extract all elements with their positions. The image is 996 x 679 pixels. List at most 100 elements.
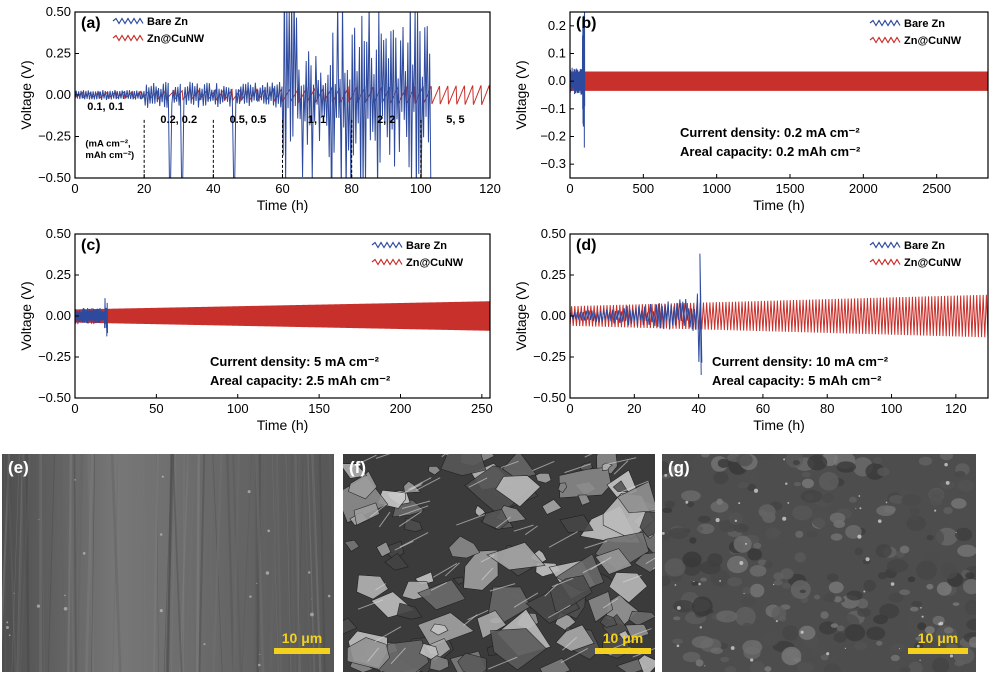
y-tick-label: −0.50 bbox=[38, 170, 71, 185]
texture-crystal bbox=[429, 653, 450, 672]
texture-grain bbox=[907, 576, 916, 583]
texture-speck bbox=[775, 620, 778, 623]
texture-streak bbox=[195, 454, 201, 672]
texture-crystal bbox=[440, 454, 487, 477]
texture-crystal bbox=[587, 591, 614, 623]
texture-grain bbox=[954, 527, 973, 542]
texture-speck bbox=[308, 571, 311, 574]
texture-grain bbox=[691, 581, 699, 586]
y-tick-label: −0.25 bbox=[38, 349, 71, 364]
y-tick-label: 0.50 bbox=[46, 226, 71, 241]
texture-grain bbox=[737, 482, 750, 489]
texture-grain bbox=[917, 622, 927, 631]
texture-streak bbox=[212, 454, 223, 672]
texture-grain bbox=[750, 661, 766, 672]
texture-grain bbox=[717, 458, 730, 468]
texture-speck bbox=[955, 531, 957, 534]
texture-flake bbox=[397, 484, 422, 496]
legend-swatch bbox=[112, 17, 144, 25]
texture-speck bbox=[783, 458, 786, 461]
texture-speck bbox=[327, 594, 331, 598]
texture-streak bbox=[297, 454, 304, 672]
texture-speck bbox=[877, 519, 882, 523]
texture-flake bbox=[378, 511, 391, 528]
texture-speck bbox=[685, 500, 689, 504]
texture-grain bbox=[792, 460, 800, 466]
segment-label: 2, 2 bbox=[377, 114, 395, 126]
series-line-bare-zn bbox=[75, 12, 432, 178]
texture-grain bbox=[795, 530, 804, 538]
texture-streak bbox=[165, 454, 175, 672]
texture-streak bbox=[328, 454, 334, 571]
panel-label-g: (g) bbox=[668, 458, 690, 477]
annotation-text: Areal capacity: 0.2 mAh cm⁻² bbox=[680, 144, 861, 159]
legend-label: Zn@CuNW bbox=[147, 33, 205, 45]
texture-grain bbox=[773, 572, 784, 581]
texture-speck bbox=[267, 529, 271, 533]
texture-grain bbox=[724, 666, 737, 672]
texture-grain bbox=[888, 592, 904, 603]
texture-grain bbox=[805, 530, 818, 538]
texture-speck bbox=[256, 582, 258, 584]
texture-grain bbox=[909, 515, 919, 521]
texture-crystal bbox=[419, 643, 439, 660]
texture-speck bbox=[265, 571, 270, 575]
texture-grain bbox=[664, 500, 675, 509]
texture-streak bbox=[91, 454, 96, 672]
texture-flake bbox=[410, 482, 423, 490]
texture-crystal bbox=[555, 624, 595, 652]
texture-streak bbox=[287, 454, 297, 672]
legend-label: Bare Zn bbox=[904, 240, 945, 252]
texture-grain bbox=[742, 639, 763, 655]
texture-grain bbox=[662, 575, 671, 587]
texture-streak bbox=[60, 454, 66, 672]
texture-grain bbox=[883, 505, 896, 514]
texture-flake bbox=[489, 583, 516, 592]
texture-crystal bbox=[404, 517, 423, 532]
y-tick-label: −0.25 bbox=[38, 129, 71, 144]
texture-flake bbox=[394, 540, 414, 551]
x-tick-label: 80 bbox=[820, 401, 834, 416]
series-line-zn-cunw bbox=[75, 301, 490, 331]
texture-grain bbox=[716, 610, 738, 623]
texture-crystal bbox=[624, 623, 650, 640]
y-axis-label: Voltage (V) bbox=[513, 60, 529, 129]
texture-speck bbox=[693, 580, 695, 583]
texture-flake bbox=[584, 454, 593, 458]
sem-panel-e: (e) 10 μm bbox=[2, 454, 334, 672]
texture-streak bbox=[307, 454, 315, 672]
texture-crystal bbox=[343, 463, 368, 479]
x-axis-label: Time (h) bbox=[753, 197, 805, 213]
texture-grain bbox=[727, 577, 743, 587]
series-line-bare-zn bbox=[75, 298, 109, 337]
texture-grain bbox=[713, 471, 729, 485]
texture-grain bbox=[844, 624, 866, 642]
scalebar-bar-g bbox=[908, 648, 968, 654]
texture-grain bbox=[922, 550, 941, 564]
texture-streak bbox=[312, 454, 319, 672]
texture-flake bbox=[415, 477, 441, 491]
texture-flake bbox=[432, 562, 458, 578]
texture-streak bbox=[255, 454, 265, 672]
texture-grain bbox=[908, 661, 923, 672]
x-axis-label: Time (h) bbox=[257, 417, 309, 433]
texture-flake bbox=[562, 636, 578, 651]
x-tick-label: 120 bbox=[945, 401, 967, 416]
texture-speck bbox=[865, 557, 870, 562]
texture-flake bbox=[357, 599, 384, 610]
texture-flake bbox=[401, 500, 431, 509]
texture-speck bbox=[161, 475, 164, 478]
texture-grain bbox=[758, 504, 776, 519]
plot-area bbox=[570, 253, 988, 376]
x-tick-label: 200 bbox=[390, 401, 412, 416]
legend-label: Zn@CuNW bbox=[406, 257, 464, 269]
texture-speck bbox=[738, 502, 741, 505]
texture-crystal bbox=[476, 610, 507, 639]
texture-flake bbox=[584, 540, 608, 549]
texture-grain bbox=[716, 498, 724, 505]
texture-speck bbox=[259, 653, 261, 655]
texture-speck bbox=[676, 644, 680, 648]
texture-grain bbox=[794, 552, 806, 563]
texture-crystal bbox=[356, 574, 389, 600]
legend-swatch bbox=[869, 36, 901, 44]
